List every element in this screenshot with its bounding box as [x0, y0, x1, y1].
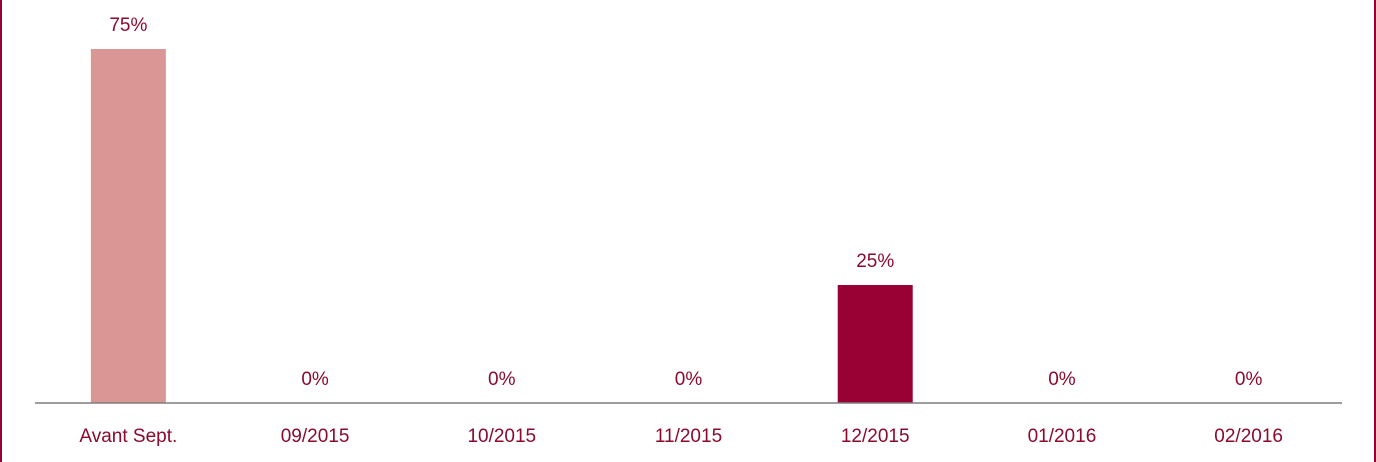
- x-tick-label: 12/2015: [841, 426, 910, 447]
- x-tick-label: Avant Sept.: [79, 426, 177, 447]
- x-tick-label: 02/2016: [1214, 426, 1283, 447]
- x-tick-label: 11/2015: [655, 426, 722, 447]
- x-tick-label: 10/2015: [467, 426, 536, 447]
- value-label: 0%: [488, 369, 516, 390]
- value-label: 0%: [301, 369, 329, 390]
- value-label: 0%: [675, 369, 703, 390]
- value-label: 0%: [1235, 369, 1263, 390]
- value-label: 0%: [1048, 369, 1076, 390]
- value-label: 75%: [109, 15, 147, 36]
- bar: [837, 285, 913, 403]
- bar: [90, 49, 166, 403]
- value-label: 25%: [856, 251, 894, 272]
- x-tick-label: 09/2015: [281, 426, 350, 447]
- x-tick-label: 01/2016: [1028, 426, 1097, 447]
